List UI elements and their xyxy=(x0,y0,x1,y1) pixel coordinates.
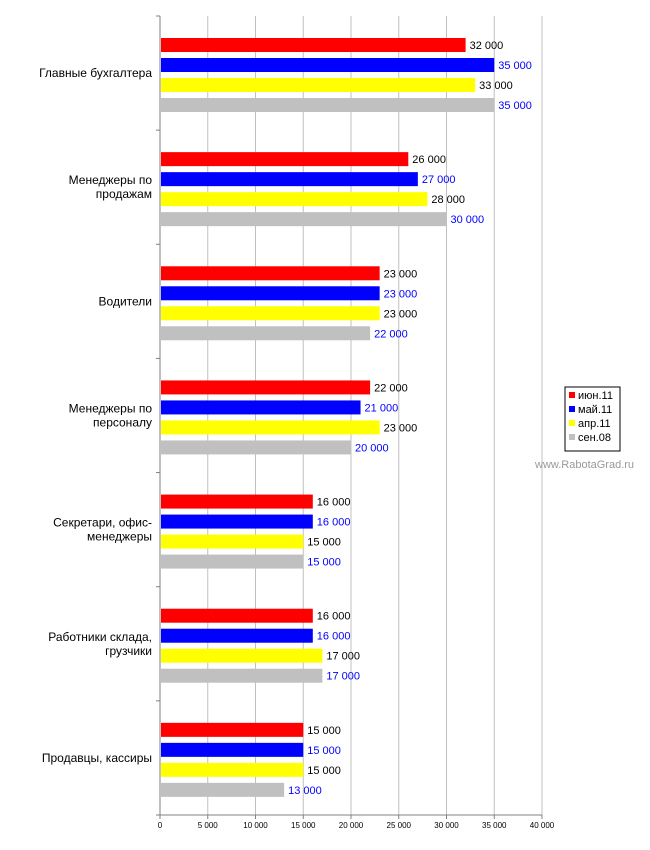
data-labels: 32 000 35 000 33 000 35 000 26 000 27 000 28 0… xyxy=(288,40,532,797)
data-label: 17 000 xyxy=(326,671,360,683)
data-label: 15 000 xyxy=(307,725,341,737)
bar xyxy=(161,212,447,227)
category-label-line: менеджеры xyxy=(87,530,152,544)
category-label-line: грузчики xyxy=(105,644,152,658)
x-tick-label: 10 000 xyxy=(243,821,268,830)
category-label: Главные бухгалтера xyxy=(39,66,152,80)
category-label: Менеджеры по персоналу xyxy=(69,402,153,430)
category-label-line: Работники склада, xyxy=(48,630,152,644)
data-label: 13 000 xyxy=(288,785,322,797)
bar xyxy=(161,306,380,321)
data-label: 15 000 xyxy=(307,765,341,777)
category-label: Продавцы, кассиры xyxy=(42,751,152,765)
bar xyxy=(161,742,304,757)
category-label: Менеджеры по продажам xyxy=(69,173,153,201)
bar xyxy=(161,420,380,435)
data-label: 23 000 xyxy=(384,308,418,320)
bar xyxy=(161,380,371,395)
category-label-line: продажам xyxy=(96,187,152,201)
category-label: Секретари, офис-менеджеры xyxy=(53,516,152,544)
category-label-line: Секретари, офис- xyxy=(53,516,152,530)
x-tick-label: 15 000 xyxy=(291,821,316,830)
data-label: 28 000 xyxy=(431,194,465,206)
bar xyxy=(161,554,304,569)
legend-label: май.11 xyxy=(578,404,612,416)
bar xyxy=(161,514,313,529)
category-label: Водители xyxy=(99,294,152,308)
bar xyxy=(161,286,380,301)
data-label: 16 000 xyxy=(317,631,351,643)
bar xyxy=(161,172,418,187)
data-label: 15 000 xyxy=(307,557,341,569)
bar xyxy=(161,648,323,663)
category-label-line: персоналу xyxy=(93,416,152,430)
bar xyxy=(161,152,409,167)
legend: июн.11 май.11 апр.11 сен.08 xyxy=(564,386,621,452)
legend-label: апр.11 xyxy=(578,418,611,430)
x-tick-label: 5 000 xyxy=(198,821,219,830)
legend-label: сен.08 xyxy=(578,432,611,444)
axes: 0 5 000 10 000 15 000 20 000 25 000 30 000 35 0… xyxy=(39,15,555,830)
x-tick-label: 20 000 xyxy=(339,821,364,830)
data-label: 35 000 xyxy=(498,100,532,112)
x-tick-label: 0 xyxy=(158,821,163,830)
bar xyxy=(161,608,313,623)
gridlines xyxy=(207,16,543,815)
data-label: 26 000 xyxy=(412,154,446,166)
watermark-text: www.RabotaGrad.ru xyxy=(535,459,635,471)
bar xyxy=(161,98,495,112)
bar xyxy=(161,440,351,455)
data-label: 22 000 xyxy=(374,328,408,340)
legend-swatch xyxy=(569,406,575,412)
bars xyxy=(161,38,495,797)
category-label-line: Главные бухгалтера xyxy=(39,66,152,80)
data-label: 23 000 xyxy=(384,268,418,280)
bar xyxy=(161,628,313,643)
bar xyxy=(161,668,323,683)
data-label: 20 000 xyxy=(355,442,389,454)
x-tick-label: 35 000 xyxy=(482,821,507,830)
bar xyxy=(161,192,428,207)
legend-swatch xyxy=(569,434,575,440)
bar xyxy=(161,722,304,737)
data-label: 23 000 xyxy=(384,422,418,434)
legend-swatch xyxy=(569,392,575,398)
data-label: 15 000 xyxy=(307,745,341,757)
bar xyxy=(161,38,466,52)
data-label: 15 000 xyxy=(307,537,341,549)
bar xyxy=(161,78,476,92)
category-label: Работники склада, грузчики xyxy=(48,630,152,658)
data-label: 27 000 xyxy=(422,174,456,186)
bar xyxy=(161,762,304,777)
data-label: 16 000 xyxy=(317,611,351,623)
x-tick-label: 25 000 xyxy=(387,821,412,830)
data-label: 23 000 xyxy=(384,288,418,300)
bar xyxy=(161,782,285,797)
data-label: 21 000 xyxy=(365,402,399,414)
bar xyxy=(161,494,313,509)
x-tick-label: 30 000 xyxy=(434,821,459,830)
bar xyxy=(161,534,304,549)
data-label: 22 000 xyxy=(374,382,408,394)
data-label: 16 000 xyxy=(317,497,351,509)
legend-swatch xyxy=(569,420,575,426)
bar xyxy=(161,400,361,415)
category-label-line: Менеджеры по xyxy=(69,173,153,187)
data-label: 35 000 xyxy=(498,60,532,72)
data-label: 17 000 xyxy=(326,651,360,663)
category-label-line: Менеджеры по xyxy=(69,402,153,416)
bar xyxy=(161,266,380,281)
x-tick-label: 40 000 xyxy=(530,821,555,830)
data-label: 16 000 xyxy=(317,517,351,529)
data-label: 32 000 xyxy=(470,40,504,52)
category-label-line: Продавцы, кассиры xyxy=(42,751,152,765)
bar xyxy=(161,326,371,341)
bar xyxy=(161,58,495,72)
category-label-line: Водители xyxy=(99,294,152,308)
data-label: 30 000 xyxy=(451,214,485,226)
data-label: 33 000 xyxy=(479,80,513,92)
legend-label: июн.11 xyxy=(578,390,613,402)
